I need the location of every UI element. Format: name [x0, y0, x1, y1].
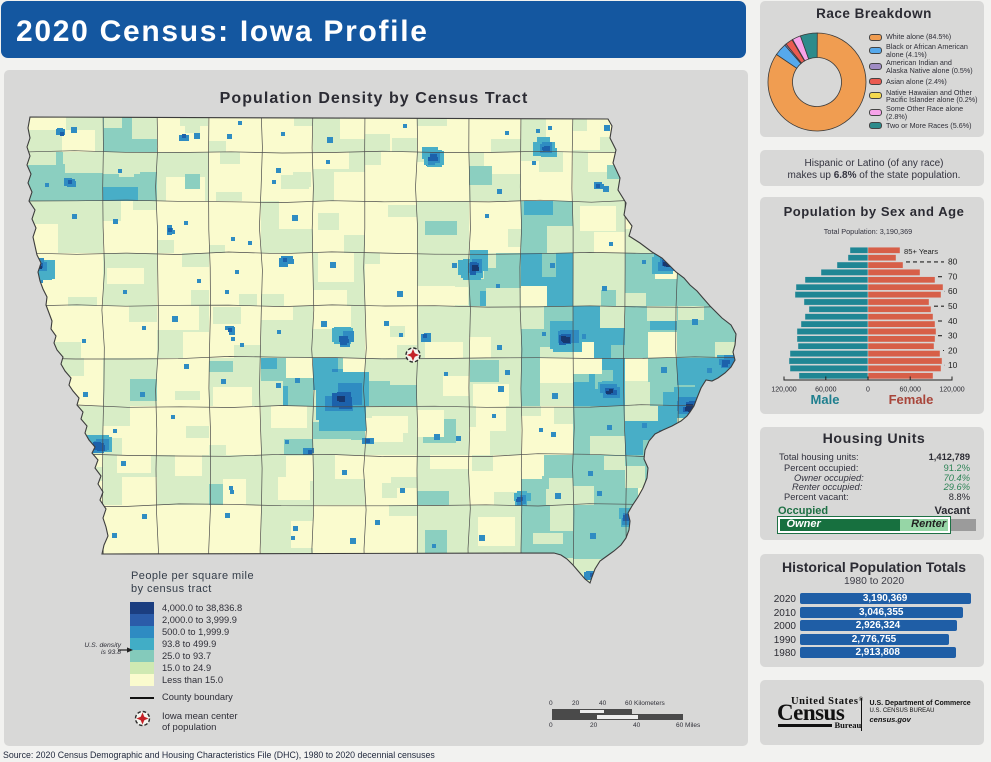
svg-text:70: 70: [948, 272, 958, 282]
svg-text:0: 0: [866, 387, 870, 394]
svg-text:20: 20: [948, 345, 958, 355]
svg-text:60,000: 60,000: [899, 387, 921, 394]
svg-text:60: 60: [948, 286, 958, 296]
svg-text:50: 50: [948, 301, 958, 311]
svg-text:30: 30: [948, 331, 958, 341]
svg-text:40: 40: [948, 316, 958, 326]
svg-text:120,000: 120,000: [771, 387, 796, 394]
svg-text:Female: Female: [889, 392, 934, 407]
svg-text:60,000: 60,000: [815, 387, 837, 394]
svg-text:85+ Years: 85+ Years: [904, 247, 938, 256]
svg-text:120,000: 120,000: [939, 387, 964, 394]
svg-text:80: 80: [948, 257, 958, 267]
svg-text:10: 10: [948, 360, 958, 370]
svg-text:Male: Male: [811, 392, 840, 407]
